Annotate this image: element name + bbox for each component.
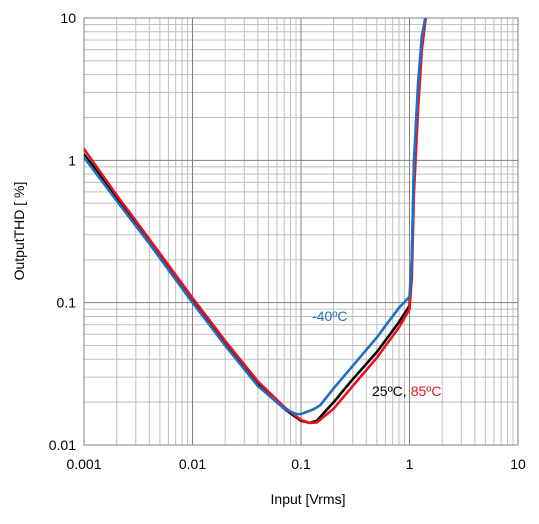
x-tick-label: 0.001: [66, 456, 101, 472]
plot-border: [83, 17, 519, 446]
annotation-minus40c: -40ºC: [312, 308, 347, 324]
y-tick-label: 0.01: [49, 437, 76, 453]
annotation-25c: 25ºC: [372, 383, 403, 399]
x-tick-label: 0.1: [291, 456, 311, 472]
y-tick-label: 1: [68, 152, 76, 168]
y-tick-label: 10: [60, 10, 76, 26]
annotation-25c-85c: 25ºC, 85ºC: [372, 383, 441, 399]
major-gridlines: [84, 18, 518, 445]
series-layer: [84, 18, 428, 425]
x-tick-label: 0.01: [179, 456, 206, 472]
annotation-85c: 85ºC: [411, 383, 442, 399]
x-tick-label: 1: [406, 456, 414, 472]
x-axis-title: Input [Vrms]: [271, 491, 346, 507]
y-tick-label: 0.1: [57, 295, 77, 311]
minor-gridlines: [84, 18, 518, 445]
x-tick-label: 10: [510, 456, 526, 472]
series-line-40c: [84, 18, 427, 416]
x-tick-labels: 0.001 0.01 0.1 1 10: [66, 456, 526, 472]
y-tick-labels: 0.01 0.1 1 10: [49, 10, 76, 453]
annotation-separator: ,: [403, 383, 407, 399]
y-axis-title: OutputTHD [ %]: [11, 182, 27, 281]
series-line-85c: [84, 18, 428, 425]
